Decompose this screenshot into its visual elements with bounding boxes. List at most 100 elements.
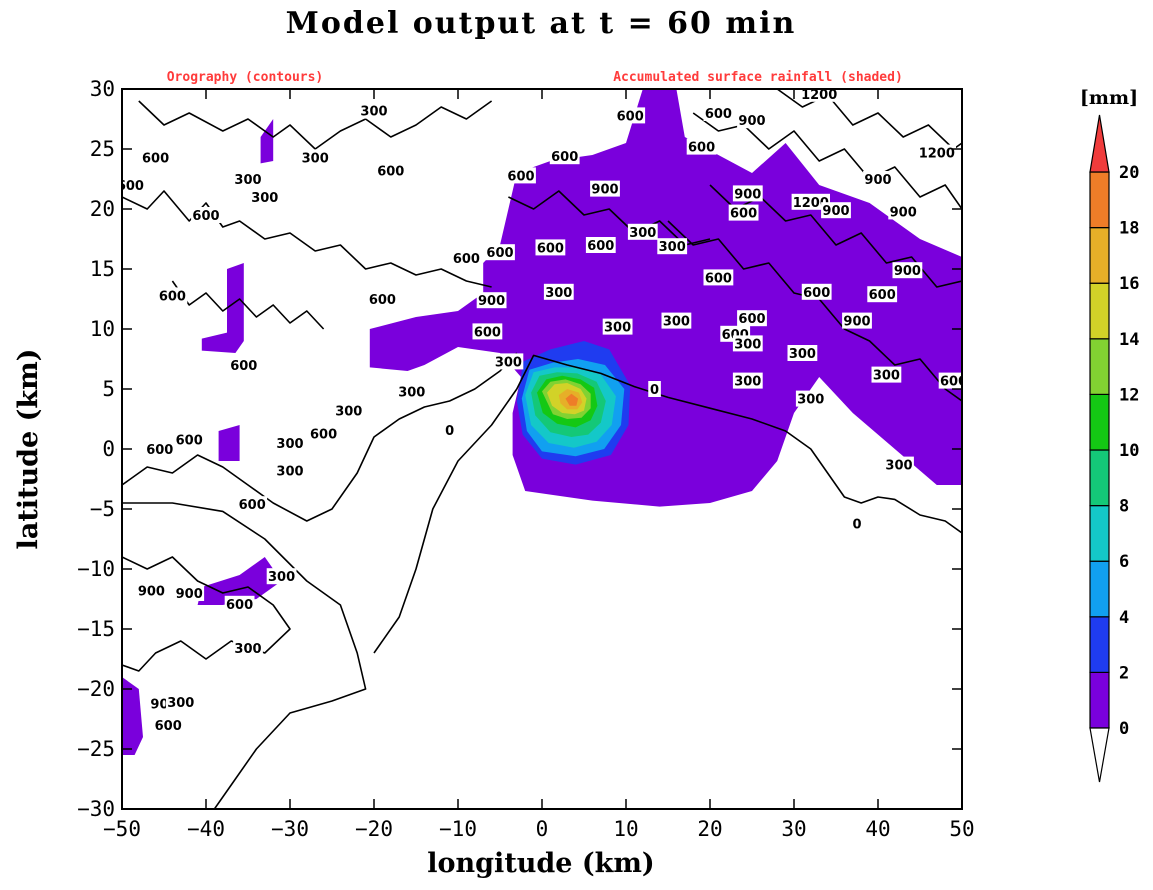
contour-label-group: 600 (686, 138, 717, 156)
contour-label-group: 900 (136, 582, 167, 600)
colorbar-segment (1089, 449, 1110, 507)
contour-label-box (732, 335, 763, 352)
colorbar-under-triangle (1089, 727, 1110, 783)
contour-label-group: 0 (850, 515, 864, 532)
contour-label: 900 (478, 294, 505, 309)
colorbar-segment (1089, 171, 1110, 229)
contour-label: 300 (659, 240, 686, 255)
x-tick-label: 20 (697, 817, 722, 841)
contour-label-box (661, 312, 692, 329)
contour-label-group: 600 (451, 250, 482, 267)
contour-line-orography-600-south (122, 556, 291, 672)
contour-label: 300 (734, 375, 761, 390)
contour-label: 600 (617, 109, 644, 124)
contour-label-group: 900 (892, 262, 923, 279)
contour-label: 300 (335, 405, 362, 420)
x-tick-label: 0 (536, 817, 549, 841)
contour-label-group: 300 (275, 462, 305, 480)
contour-label-group: 900 (842, 312, 872, 330)
contour-label-group: 600 (237, 496, 268, 513)
x-tick-label: −50 (103, 817, 141, 841)
rain-region-rain-18mm (565, 393, 579, 406)
contour-label-group: 600 (191, 207, 221, 224)
colorbar-segment (1089, 393, 1110, 451)
contour-label: 600 (940, 375, 967, 390)
contour-label-box (228, 357, 259, 373)
colorbar-tick-label: 8 (1119, 497, 1129, 517)
colorbar-segment (1089, 616, 1110, 673)
contour-label: 300 (302, 151, 329, 166)
contour-label-group: 600 (174, 431, 205, 448)
colorbar-tick-label: 10 (1119, 441, 1139, 461)
contour-label: 600 (146, 443, 173, 458)
contour-label: 300 (629, 226, 656, 241)
contour-label: 600 (486, 246, 513, 261)
x-tick-label: −40 (187, 817, 225, 841)
contour-label-box (191, 207, 221, 223)
contour-label-group: 900 (737, 112, 767, 129)
contour-line-orography-300-west (122, 352, 518, 522)
colorbar-segment (1089, 671, 1110, 729)
y-tick-label: −5 (90, 497, 115, 521)
contour-label-group: 600 (867, 286, 898, 303)
contour-label-group: 300 (732, 372, 763, 390)
contour-label: 600 (239, 498, 266, 513)
contour-label-group: 300 (359, 102, 389, 120)
chart-title: Model output at t = 60 min (286, 6, 797, 41)
contour-label: 300 (734, 337, 761, 352)
y-tick-label: 5 (102, 377, 115, 401)
contour-label-box (359, 102, 389, 119)
contour-label-box (122, 177, 146, 193)
contour-label-group: 900 (174, 585, 205, 602)
contour-line-orography-300-north (138, 100, 493, 150)
contour-label-box (728, 204, 759, 221)
contour-label: 300 (251, 191, 278, 206)
contour-label-group: 300 (275, 435, 305, 452)
contour-label-box (275, 462, 305, 479)
contour-label: 600 (230, 359, 257, 374)
contour-label: 300 (873, 369, 900, 384)
contour-label: 300 (268, 570, 295, 585)
contour-label-group: 300 (661, 312, 692, 330)
contour-label-box (884, 456, 914, 473)
colorbar-tick-label: 18 (1119, 219, 1139, 239)
contour-label: 600 (688, 141, 715, 156)
colorbar-tick-label: 0 (1119, 719, 1129, 739)
contour-line-orography-600-west (122, 190, 492, 288)
contour-label-group: 600 (140, 149, 171, 166)
contour-label-group: 900 (821, 202, 851, 219)
contour-label-group: 1200 (800, 89, 839, 103)
contour-label-box (917, 144, 956, 161)
contour-label-box (787, 345, 818, 361)
contour-label: 600 (537, 241, 564, 256)
contour-label: 300 (167, 696, 194, 711)
contour-label-box (801, 283, 832, 300)
contour-label-box (266, 568, 297, 585)
contour-label: 900 (890, 205, 917, 220)
contour-label-box (396, 383, 427, 400)
contour-label: 600 (869, 288, 896, 303)
contour-label: 300 (234, 642, 261, 657)
contour-label-box (627, 223, 658, 240)
contour-label: 600 (453, 252, 480, 267)
contour-label-group: 600 (801, 283, 832, 301)
colorbar-segment (1089, 560, 1110, 618)
contour-label: 900 (176, 587, 203, 602)
colorbar-tick-label: 12 (1119, 385, 1139, 405)
contour-label-box (703, 105, 734, 121)
contour-label-box (602, 318, 633, 335)
contour-label-group: 900 (590, 180, 620, 198)
contour-label-box (308, 425, 339, 442)
x-tick-label: 30 (781, 817, 806, 841)
contour-label: 0 (445, 424, 454, 439)
contour-label-group: 600 (157, 287, 188, 304)
contour-label-box (233, 171, 263, 187)
x-tick-label: 40 (865, 817, 890, 841)
subtitle-rainfall: Accumulated surface rainfall (shaded) (613, 70, 903, 85)
contour-label: 900 (138, 585, 165, 600)
contour-label-box (472, 323, 503, 340)
contour-label-group: 600 (703, 269, 734, 286)
contour-label-group: 600 (224, 595, 255, 613)
contour-label-group: 600 (703, 105, 734, 122)
